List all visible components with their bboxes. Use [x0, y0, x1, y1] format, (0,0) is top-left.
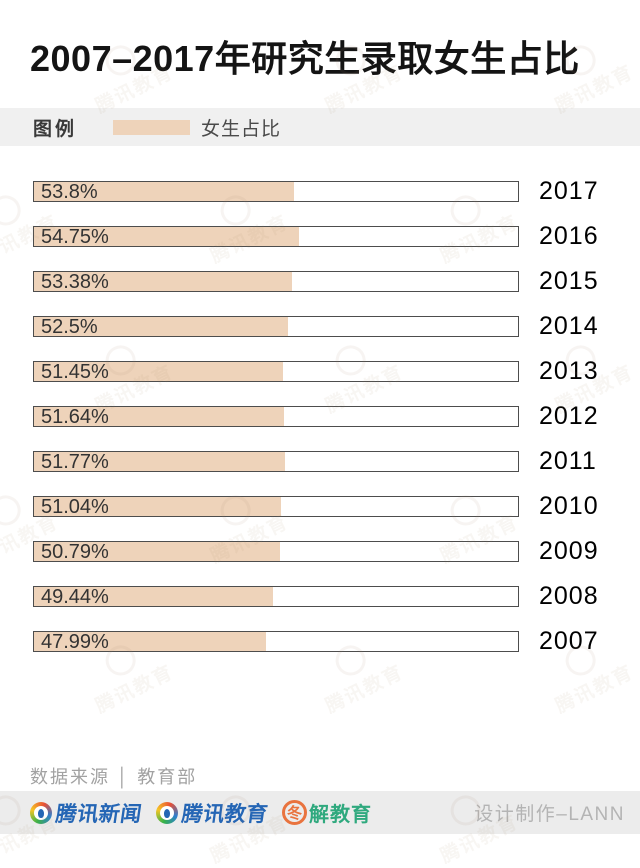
bar-track: 47.99% [33, 631, 519, 652]
tencent-edu-label: 腾讯教育 [180, 802, 270, 826]
bar-row: 51.04% 2010 [33, 492, 640, 520]
bar-fill [34, 182, 295, 201]
bar-row: 54.75% 2016 [33, 222, 640, 250]
bar-track: 53.8% [33, 181, 519, 202]
year-label: 2015 [539, 267, 599, 295]
percent-label: 51.45% [41, 360, 109, 383]
legend-label: 图例 [33, 118, 78, 140]
bar-fill [34, 227, 299, 246]
percent-label: 54.75% [41, 225, 109, 248]
credit-label: 设计制作–LANN [474, 804, 625, 825]
bar-track: 49.44% [33, 586, 519, 607]
bar-track: 54.75% [33, 226, 519, 247]
percent-label: 52.5% [41, 315, 98, 338]
year-label: 2012 [539, 402, 599, 430]
bar-track: 51.45% [33, 361, 519, 382]
legend-swatch [113, 119, 191, 135]
year-label: 2014 [539, 312, 599, 340]
percent-label: 47.99% [41, 630, 109, 653]
bar-fill [34, 452, 285, 471]
data-source: 数据来源 │ 教育部 [30, 767, 198, 787]
page-title: 2007–2017年研究生录取女生占比 [30, 38, 580, 79]
bar-row: 53.8% 2017 [33, 177, 640, 205]
bar-row: 47.99% 2007 [33, 627, 640, 655]
percent-label: 53.8% [41, 180, 98, 203]
tujie-edu-label: 解教育 [309, 804, 372, 826]
percent-label: 51.04% [41, 495, 109, 518]
bar-fill [34, 632, 267, 651]
tujie-circle-icon: 冬 [282, 800, 307, 825]
bar-fill [34, 317, 289, 336]
bar-chart: 53.8% 2017 54.75% 2016 53.38% 2015 52.5%… [33, 177, 640, 655]
legend-series-label: 女生占比 [201, 118, 282, 140]
tencent-penguin-icon [30, 801, 52, 824]
bar-fill [34, 497, 282, 516]
bar-row: 52.5% 2014 [33, 312, 640, 340]
bar-track: 53.38% [33, 271, 519, 292]
legend: 图例 女生占比 [0, 108, 640, 146]
year-label: 2009 [539, 537, 599, 565]
year-label: 2010 [539, 492, 599, 520]
year-label: 2013 [539, 357, 599, 385]
bar-track: 51.64% [33, 406, 519, 427]
percent-label: 49.44% [41, 585, 109, 608]
year-label: 2017 [539, 177, 599, 205]
bar-row: 53.38% 2015 [33, 267, 640, 295]
footer-bar: 腾讯新闻 腾讯教育 冬 解教育 设计制作–LANN [0, 791, 640, 834]
bar-fill [34, 407, 284, 426]
percent-label: 53.38% [41, 270, 109, 293]
bar-row: 49.44% 2008 [33, 582, 640, 610]
bar-fill [34, 362, 284, 381]
year-label: 2011 [539, 447, 597, 475]
percent-label: 50.79% [41, 540, 109, 563]
tujie-edu-logo: 冬 解教育 [282, 798, 372, 827]
year-label: 2016 [539, 222, 599, 250]
tencent-news-label: 腾讯新闻 [54, 802, 144, 826]
tencent-news-logo: 腾讯新闻 [30, 798, 144, 828]
percent-label: 51.77% [41, 450, 109, 473]
bar-row: 51.77% 2011 [33, 447, 640, 475]
bar-track: 50.79% [33, 541, 519, 562]
year-label: 2008 [539, 582, 599, 610]
bar-fill [34, 587, 274, 606]
bar-row: 51.45% 2013 [33, 357, 640, 385]
tencent-penguin-icon [156, 801, 178, 824]
tencent-edu-logo: 腾讯教育 [156, 798, 270, 828]
percent-label: 51.64% [41, 405, 109, 428]
bar-fill [34, 542, 280, 561]
bar-row: 50.79% 2009 [33, 537, 640, 565]
bar-track: 51.77% [33, 451, 519, 472]
bar-track: 52.5% [33, 316, 519, 337]
bar-track: 51.04% [33, 496, 519, 517]
bar-fill [34, 272, 293, 291]
year-label: 2007 [539, 627, 599, 655]
bar-row: 51.64% 2012 [33, 402, 640, 430]
